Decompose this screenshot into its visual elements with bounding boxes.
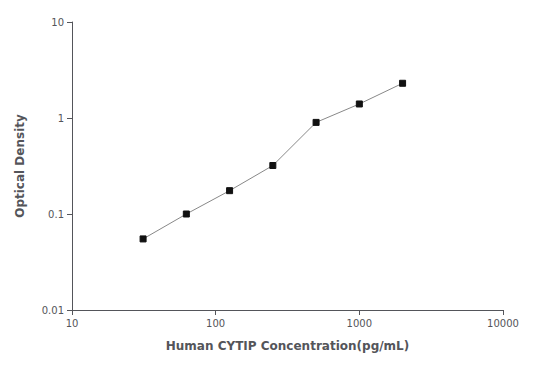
svg-text:1000: 1000 xyxy=(347,318,372,329)
svg-text:0.01: 0.01 xyxy=(42,305,64,316)
svg-text:Human CYTIP Concentration(pg/m: Human CYTIP Concentration(pg/mL) xyxy=(166,339,410,353)
svg-text:10000: 10000 xyxy=(487,318,519,329)
svg-text:1: 1 xyxy=(58,113,64,124)
svg-text:10: 10 xyxy=(66,318,79,329)
svg-text:0.1: 0.1 xyxy=(48,209,64,220)
svg-text:Optical Density: Optical Density xyxy=(13,114,27,218)
svg-text:100: 100 xyxy=(206,318,225,329)
svg-text:10: 10 xyxy=(51,17,64,28)
